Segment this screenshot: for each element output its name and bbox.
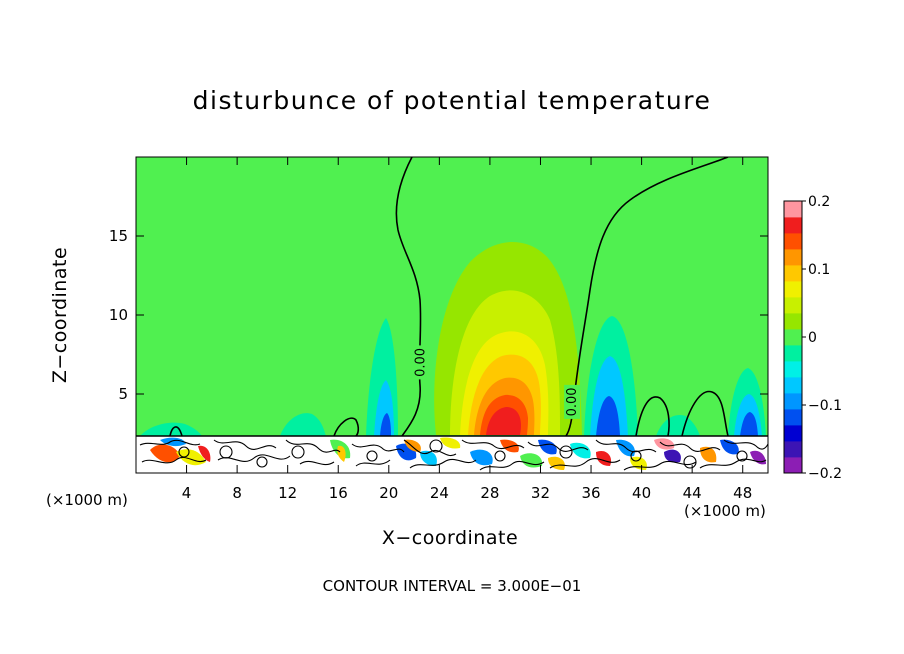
colorbar-tick-label-1: 0.1 <box>808 262 830 278</box>
x-tick-label-0: 4 <box>182 484 192 502</box>
x-tick-label-3: 16 <box>329 484 348 502</box>
x-tick-label-5: 24 <box>430 484 449 502</box>
field-fill <box>140 241 766 436</box>
chart-title: disturbunce of potential temperature <box>192 86 712 115</box>
colorbar-swatch-13 <box>784 249 802 266</box>
field-plot-area <box>136 157 768 473</box>
colorbar-swatch-11 <box>784 281 802 298</box>
colorbar-swatch-5 <box>784 377 802 394</box>
x-tick-label-4: 20 <box>379 484 398 502</box>
colorbar-tick-label-4: −0.2 <box>808 466 842 482</box>
x-tick-label-2: 12 <box>278 484 297 502</box>
contour-interval-text: CONTOUR INTERVAL = 3.000E−01 <box>322 577 582 595</box>
colorbar-swatch-15 <box>784 217 802 234</box>
contour-label-bg-1 <box>564 384 581 419</box>
contour-label-0: 0.00 <box>413 348 428 377</box>
contour-bump-3 <box>169 426 183 437</box>
x-tick-label-7: 32 <box>531 484 550 502</box>
y-axis-label: Z−coordinate <box>49 246 71 384</box>
field-band-175 <box>486 407 521 435</box>
y-unit-label: (×1000 m) <box>46 491 128 509</box>
contour-bump-1 <box>635 396 670 437</box>
colorbar-swatch-0 <box>784 457 802 474</box>
contour-label-bg-0 <box>412 345 429 380</box>
contour-labels: 0.00 0.00 <box>412 345 581 419</box>
colorbar-swatch-7 <box>784 345 802 362</box>
colorbar-swatch-12 <box>784 265 802 282</box>
cool-anomaly-6 <box>656 414 700 436</box>
boundary-layer-contours <box>139 439 768 471</box>
cool-anomaly-3-center <box>740 412 758 436</box>
colorbar-swatch-2 <box>784 425 802 442</box>
x-tick-label-10: 44 <box>683 484 702 502</box>
colorbar-swatch-16 <box>784 201 802 218</box>
x-axis-label: X−coordinate <box>381 527 519 549</box>
contour-bump-2 <box>681 390 729 437</box>
x-tick-label-11: 48 <box>733 484 752 502</box>
colorbar: 0.2 0.1 0 −0.1 −0.2 <box>783 194 842 482</box>
cool-anomaly-1-center <box>380 413 391 436</box>
x-ticks: 4 8 12 16 20 24 28 32 36 40 44 48 <box>182 157 752 502</box>
colorbar-tick-label-0: 0.2 <box>808 194 830 210</box>
cool-anomaly-2-center <box>596 396 620 436</box>
x-tick-label-1: 8 <box>232 484 242 502</box>
x-tick-label-6: 28 <box>480 484 499 502</box>
cool-anomaly-4 <box>140 422 202 436</box>
colorbar-swatch-10 <box>784 297 802 314</box>
x-unit-label: (×1000 m) <box>684 502 766 520</box>
colorbar-swatch-3 <box>784 409 802 426</box>
cool-anomaly-5 <box>280 413 326 436</box>
y-tick-label-0: 5 <box>118 385 128 403</box>
colorbar-swatch-14 <box>784 233 802 250</box>
contour-bump-4 <box>333 417 360 437</box>
x-tick-label-8: 36 <box>581 484 600 502</box>
colorbar-swatch-8 <box>784 329 802 346</box>
contour-label-1: 0.00 <box>565 387 580 416</box>
x-tick-label-9: 40 <box>632 484 651 502</box>
boundary-layer <box>136 435 768 473</box>
colorbar-swatch-4 <box>784 393 802 410</box>
colorbar-tick-label-3: −0.1 <box>808 398 842 414</box>
y-ticks: 5 10 15 <box>109 227 768 403</box>
contour-zero-left <box>395 157 422 437</box>
colorbar-swatch-1 <box>784 441 802 458</box>
y-tick-label-1: 10 <box>109 306 128 324</box>
y-tick-label-2: 15 <box>109 227 128 245</box>
colorbar-swatch-9 <box>784 313 802 330</box>
colorbar-swatch-6 <box>784 361 802 378</box>
colorbar-tick-label-2: 0 <box>808 330 817 346</box>
